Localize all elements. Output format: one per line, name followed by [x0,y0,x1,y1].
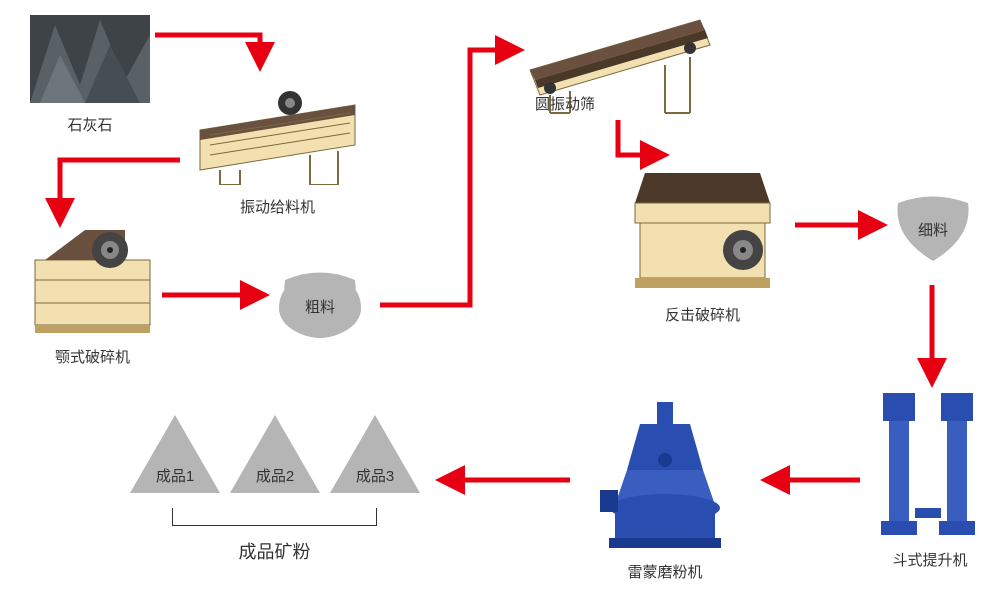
mill-label: 雷蒙磨粉机 [585,561,745,582]
product-3-label: 成品3 [356,465,394,486]
impact-crusher-icon [625,168,780,293]
product-2-label: 成品2 [256,465,294,486]
node-coarse: 粗料 [275,270,365,350]
node-limestone: 石灰石 [30,15,150,135]
screen-label: 圆振动筛 [535,93,595,114]
elevator-icon [875,388,985,538]
fine-label: 细料 [918,219,948,240]
node-product-3: 成品3 [330,415,420,493]
bracket-label: 成品矿粉 [172,538,377,564]
limestone-label: 石灰石 [30,114,150,135]
product-1-label: 成品1 [156,465,194,486]
products-bracket [172,508,377,526]
node-screen: 圆振动筛 [525,15,785,133]
feeder-icon [190,75,365,185]
node-fine: 细料 [890,195,976,273]
bracket-caption: 成品矿粉 [172,532,377,564]
node-feeder: 振动给料机 [190,75,365,217]
limestone-icon [30,15,150,103]
impact-crusher-label: 反击破碎机 [625,304,780,325]
feeder-label: 振动给料机 [190,196,365,217]
node-product-2: 成品2 [230,415,320,493]
node-elevator: 斗式提升机 [870,388,990,570]
jaw-crusher-label: 颚式破碎机 [30,346,155,367]
elevator-label: 斗式提升机 [870,549,990,570]
node-product-1: 成品1 [130,415,220,493]
node-mill: 雷蒙磨粉机 [585,400,745,582]
node-impact-crusher: 反击破碎机 [625,168,780,325]
mill-icon [585,400,745,550]
coarse-label: 粗料 [305,296,335,317]
flow-diagram: 石灰石 振动给料机 颚式破碎机 粗料 圆振动筛 [0,0,1000,606]
node-jaw-crusher: 颚式破碎机 [30,225,155,367]
jaw-crusher-icon [30,225,155,335]
